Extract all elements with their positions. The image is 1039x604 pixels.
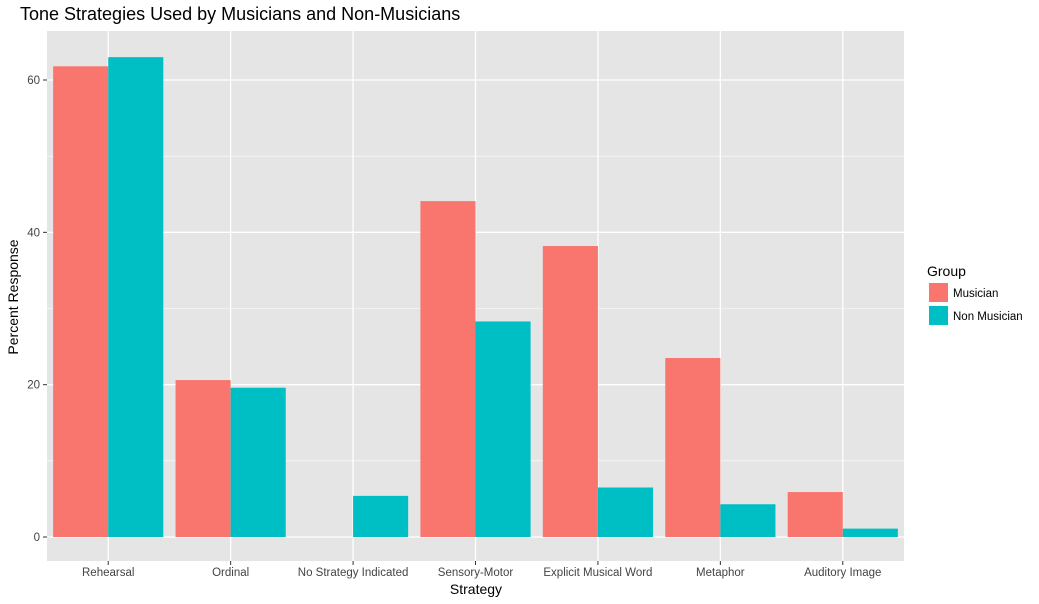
plot-panel [47, 31, 904, 561]
x-axis-title: Strategy [450, 581, 502, 597]
y-tick-label: 40 [27, 227, 40, 239]
chart-title: Tone Strategies Used by Musicians and No… [20, 4, 460, 24]
legend-swatch [929, 306, 948, 325]
legend: Group Musician Non Musician [927, 263, 1023, 325]
bar-non-musician [597, 487, 654, 537]
legend-label: Musician [953, 288, 998, 300]
x-tick-label: Sensory-Motor [438, 567, 514, 579]
bar-musician [420, 201, 476, 538]
y-tick-label: 0 [34, 532, 40, 544]
y-axis-title: Percent Response [5, 239, 21, 354]
bar-musician [542, 246, 598, 537]
legend-title: Group [927, 263, 966, 279]
x-tick-label: Auditory Image [804, 567, 881, 579]
bar-musician [665, 358, 721, 537]
bar-non-musician [842, 528, 898, 537]
x-tick-label: Metaphor [696, 567, 745, 579]
bar-non-musician [230, 387, 286, 537]
y-tick-label: 60 [27, 75, 40, 87]
bar-non-musician [475, 321, 531, 537]
x-tick-label: No Strategy Indicated [298, 567, 409, 579]
x-axis: Rehearsal Ordinal No Strategy Indicated Sen… [82, 561, 881, 579]
legend-swatch [929, 283, 948, 302]
bar-non-musician [720, 504, 776, 537]
bar-non-musician [353, 495, 409, 537]
x-tick-label: Explicit Musical Word [543, 567, 652, 579]
bar-musician [175, 380, 231, 537]
y-tick-label: 20 [27, 380, 40, 392]
x-tick-label: Rehearsal [82, 567, 134, 579]
y-axis: 0 20 40 60 [27, 75, 47, 544]
x-tick-label: Ordinal [212, 567, 249, 579]
legend-label: Non Musician [953, 311, 1023, 323]
bar-non-musician [108, 57, 164, 538]
bar-musician [53, 66, 109, 537]
bar-musician [787, 492, 843, 537]
